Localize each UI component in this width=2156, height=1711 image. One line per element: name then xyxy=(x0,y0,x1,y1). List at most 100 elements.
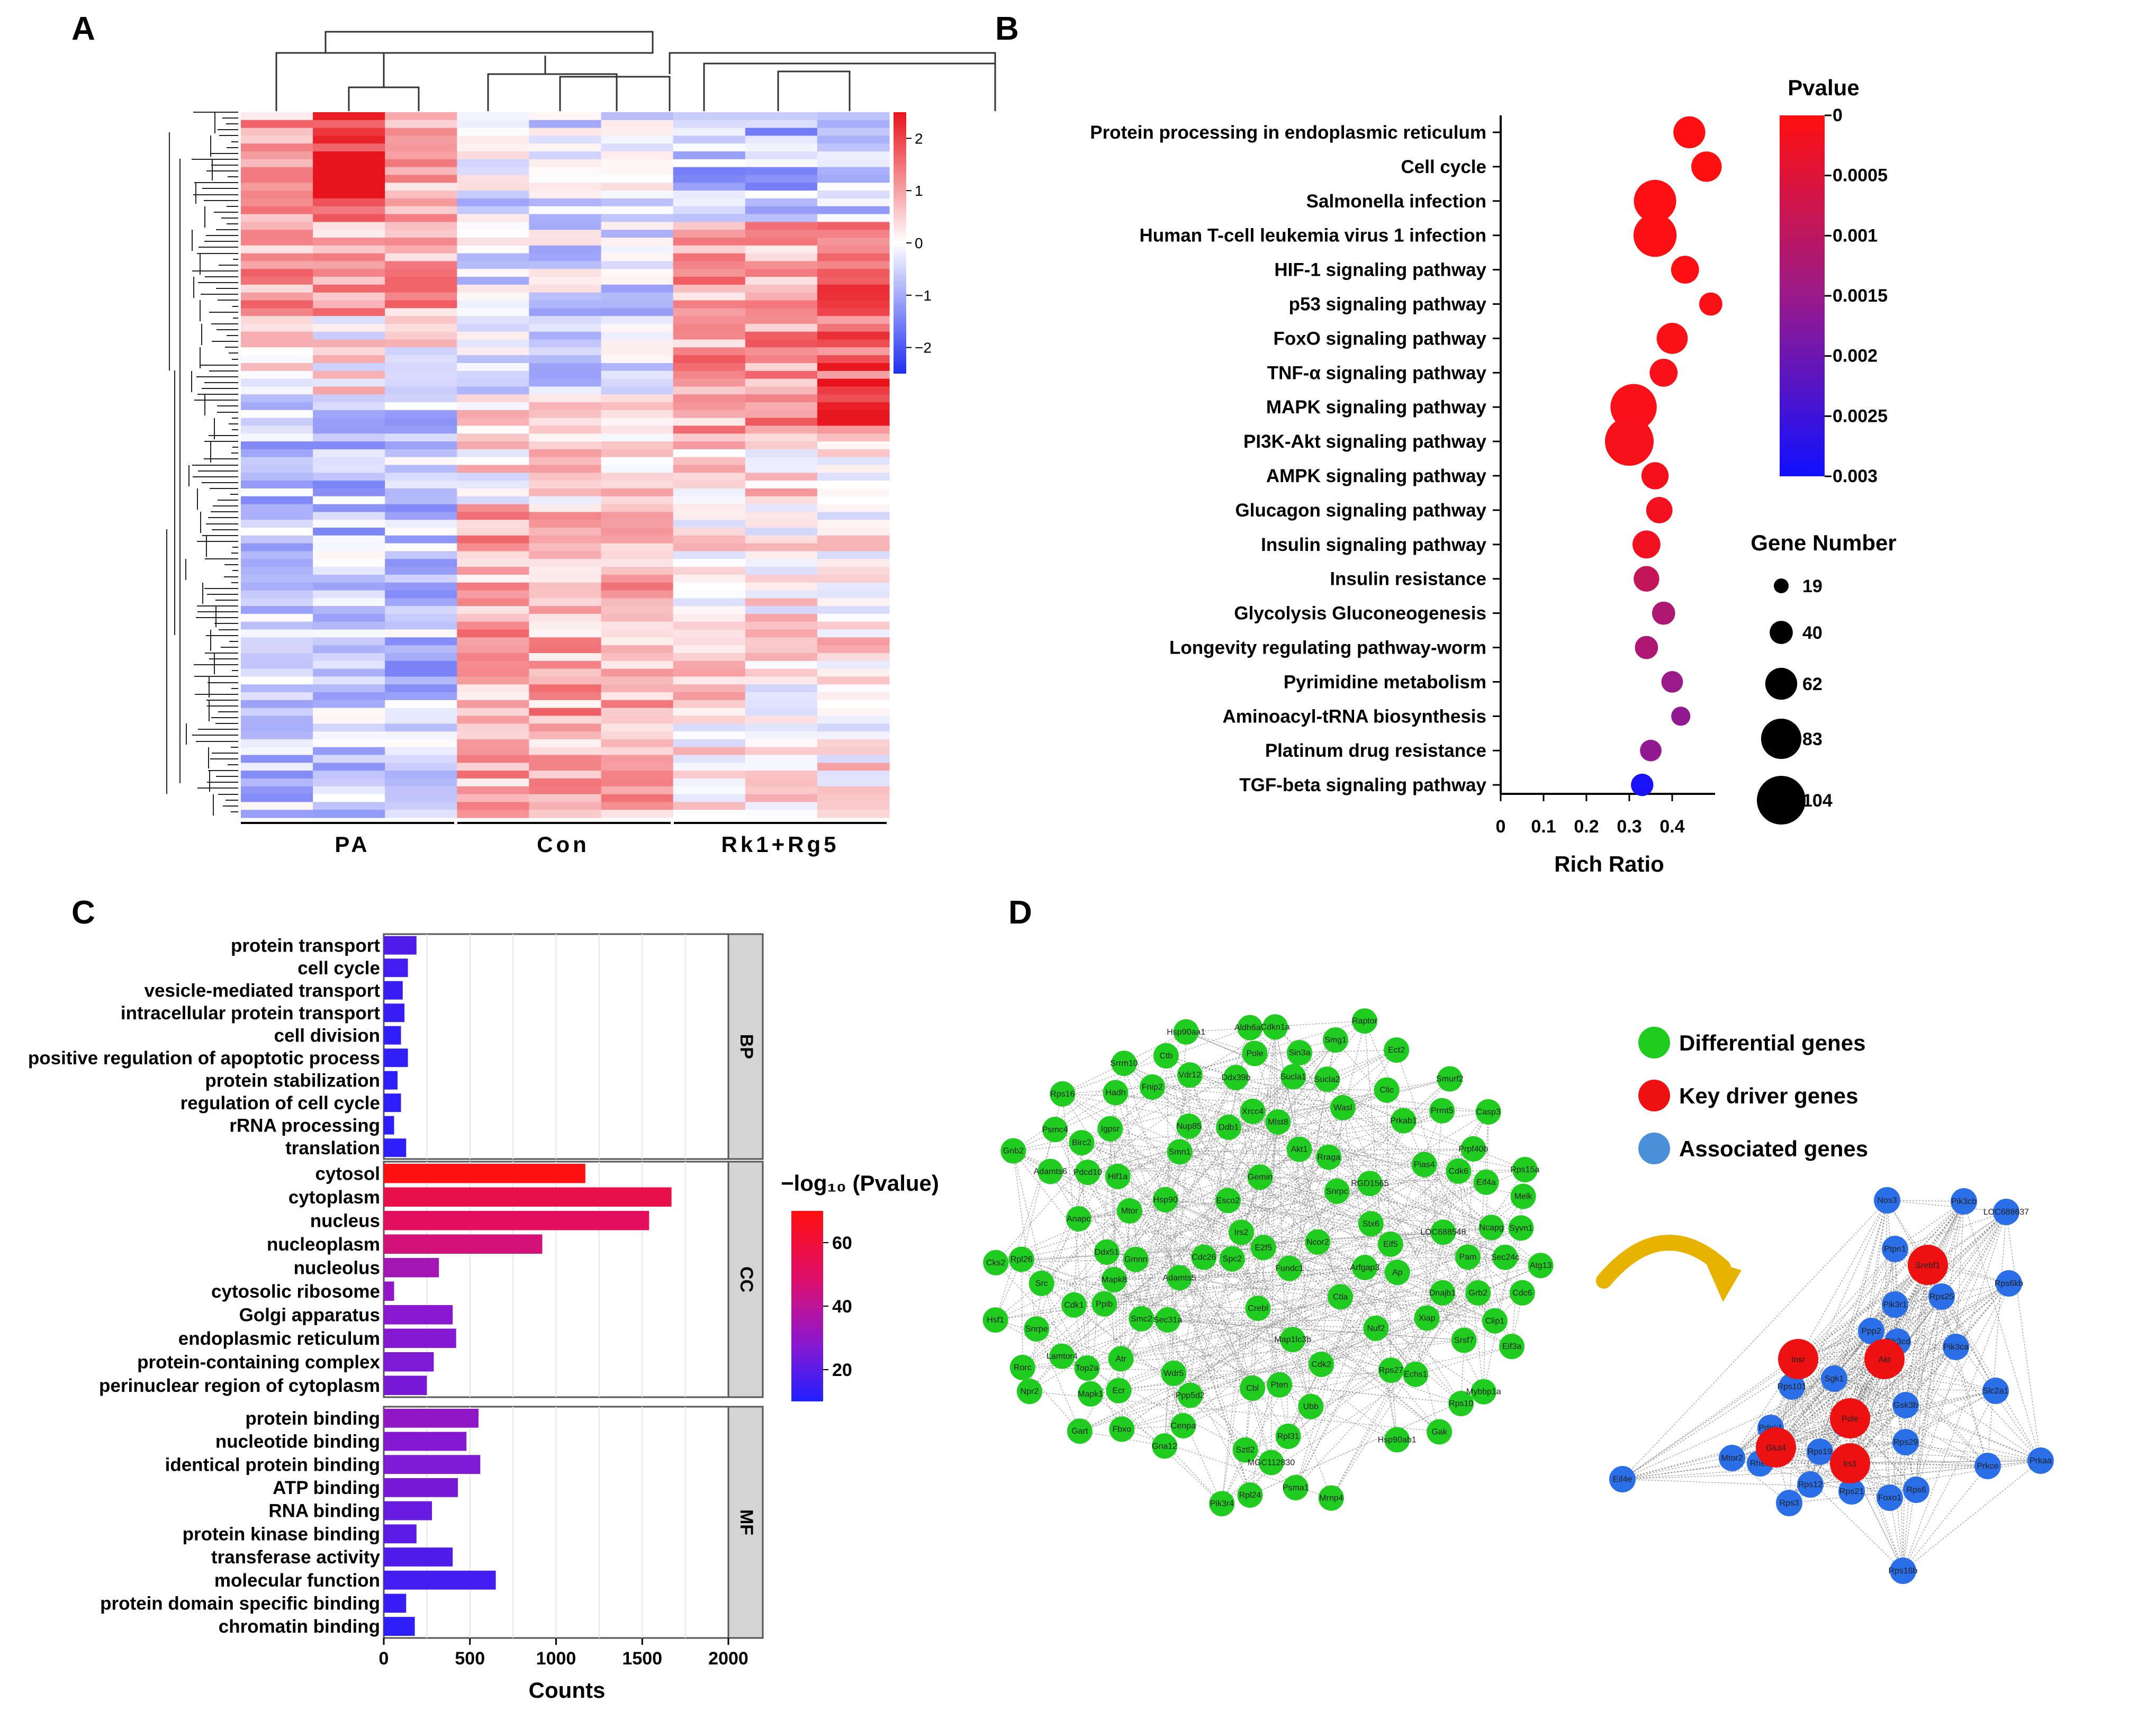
heatmap-cell xyxy=(817,598,890,606)
heatmap-cell xyxy=(241,386,313,395)
heatmap-cell xyxy=(745,183,818,191)
gene-number-legend-dot xyxy=(1757,776,1806,825)
heatmap-cell xyxy=(745,723,818,732)
differential-gene-node xyxy=(1229,1219,1254,1245)
heatmap-cell xyxy=(529,269,602,277)
heatmap-cell xyxy=(817,222,890,230)
associated-gene-node xyxy=(1779,1373,1805,1400)
go-x-ticks: 0 500 1000 1500 2000 xyxy=(379,1638,748,1669)
heatmap-cell xyxy=(601,230,674,238)
heatmap-cell xyxy=(601,363,674,372)
go-bar xyxy=(384,1570,496,1590)
differential-gene-label: Nup85 xyxy=(1177,1122,1202,1131)
heatmap-cell xyxy=(313,159,385,168)
heatmap-cell xyxy=(817,574,890,583)
heatmap-cell xyxy=(673,426,746,434)
heatmap-cell xyxy=(313,206,385,215)
heatmap-cell xyxy=(529,723,602,732)
differential-gene-label: RGD1565 xyxy=(1351,1179,1388,1188)
go-facet-strip xyxy=(727,933,764,1160)
bubble-x-tick-label: 0 xyxy=(1496,817,1506,837)
kegg-term-label: TNF-α signaling pathway xyxy=(1267,363,1487,383)
heatmap-cell xyxy=(817,135,890,144)
heatmap-cell xyxy=(601,292,674,301)
heatmap-cell xyxy=(817,433,890,442)
heatmap-cell xyxy=(745,339,818,348)
heatmap-cell xyxy=(817,331,890,340)
go-bar xyxy=(384,1501,432,1520)
heatmap-cell xyxy=(817,629,890,638)
heatmap-cell xyxy=(601,378,674,387)
heatmap-cell xyxy=(529,778,602,787)
go-colorbar-tick-label: 60 xyxy=(832,1233,852,1253)
differential-gene-node xyxy=(1324,1178,1350,1204)
differential-gene-node xyxy=(1108,1346,1134,1372)
heatmap-cell xyxy=(817,668,890,677)
heatmap-cell xyxy=(601,135,674,144)
heatmap-cell xyxy=(313,457,385,466)
heatmap-cell xyxy=(313,316,385,324)
differential-gene-node xyxy=(1391,1108,1417,1134)
kegg-bubble xyxy=(1605,417,1654,466)
go-term-label: transferase activity xyxy=(211,1547,381,1568)
kegg-term-label: Glucagon signaling pathway xyxy=(1235,500,1487,521)
heatmap-cell xyxy=(745,543,818,551)
panel-label-a: A xyxy=(71,11,95,47)
heatmap-cell xyxy=(313,739,385,748)
heatmap-cell xyxy=(673,598,746,606)
heatmap-cell xyxy=(745,574,818,583)
differential-gene-label: Irs2 xyxy=(1234,1228,1249,1237)
heatmap-cell xyxy=(241,292,313,301)
heatmap-cell xyxy=(313,692,385,701)
heatmap-cell xyxy=(457,481,529,489)
heatmap-cell xyxy=(817,559,890,567)
differential-gene-label: Gmnn xyxy=(1124,1255,1148,1264)
go-x-title: Counts xyxy=(529,1678,606,1703)
pvalue-colorbar-tick-label: 0.002 xyxy=(1833,346,1878,366)
heatmap-cell xyxy=(745,660,818,669)
associated-gene-node xyxy=(1993,1199,2019,1225)
differential-gene-label: Rorc xyxy=(1014,1363,1032,1372)
differential-gene-label: Stx6 xyxy=(1363,1219,1379,1228)
heatmap-cell xyxy=(601,496,674,505)
differential-gene-node xyxy=(1357,1171,1383,1197)
bubble-x-tick-label: 0.1 xyxy=(1531,817,1556,837)
heatmap-cell xyxy=(313,786,385,795)
group-label-pa: PA xyxy=(335,832,370,857)
heatmap-cell xyxy=(601,386,674,395)
heatmap-cell xyxy=(673,269,746,277)
associated-gene-node xyxy=(1974,1453,2001,1479)
kegg-bubble xyxy=(1634,566,1659,592)
go-bar xyxy=(384,1116,394,1135)
go-term-label: protein domain specific binding xyxy=(100,1593,380,1614)
heatmap-cell xyxy=(817,269,890,277)
heatmap-cell xyxy=(241,488,313,497)
heatmap-cell xyxy=(313,645,385,654)
differential-gene-label: Cenpa xyxy=(1171,1422,1196,1431)
heatmap-cell xyxy=(241,143,313,152)
heatmap-cell xyxy=(457,245,529,254)
kegg-bubble xyxy=(1671,707,1691,726)
differential-gene-label: Ncapg xyxy=(1479,1223,1503,1232)
heatmap-cell xyxy=(817,426,890,434)
heatmap-cell xyxy=(241,135,313,144)
heatmap-cell xyxy=(241,269,313,277)
heatmap-cell xyxy=(313,261,385,269)
heatmap-cell xyxy=(241,394,313,403)
heatmap-cell xyxy=(457,613,529,622)
go-bar xyxy=(384,1003,405,1022)
arrow-head-icon xyxy=(1704,1260,1742,1302)
heatmap-colorbar-tick-label: −2 xyxy=(915,340,932,356)
heatmap-cell xyxy=(601,323,674,332)
differential-gene-node xyxy=(1050,1081,1076,1107)
heatmap-cell xyxy=(457,277,529,285)
heatmap-cell xyxy=(457,621,529,630)
heatmap-cell xyxy=(241,763,313,771)
differential-gene-node xyxy=(1482,1308,1508,1334)
differential-gene-label: E2f5 xyxy=(1255,1243,1272,1252)
heatmap-cell xyxy=(529,418,602,426)
heatmap-cell xyxy=(673,355,746,364)
heatmap-cell xyxy=(457,120,529,129)
heatmap-cell xyxy=(313,629,385,638)
